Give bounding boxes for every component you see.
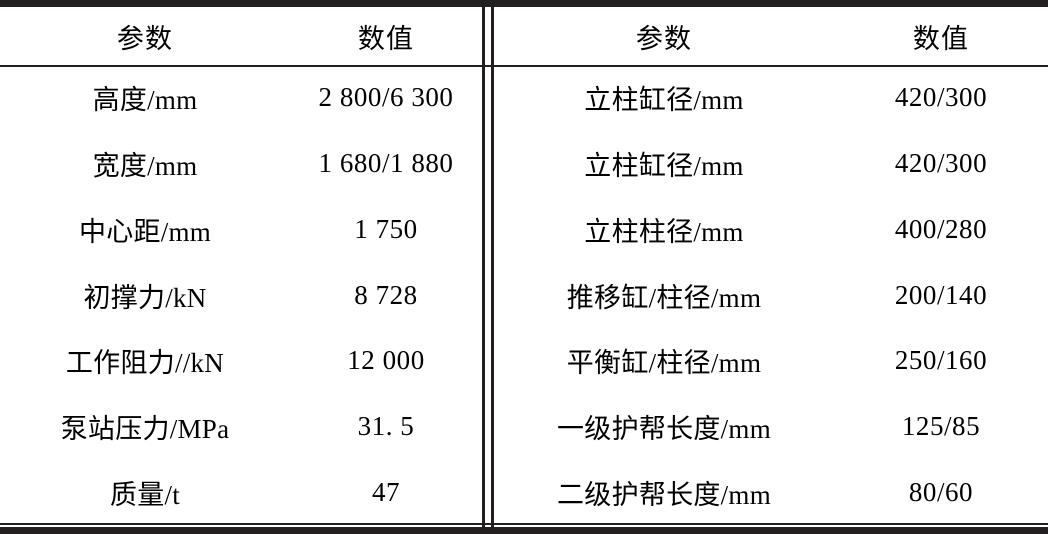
parameter-cell: 立柱缸径/mm xyxy=(494,144,834,183)
value-cell: 12 000 xyxy=(290,345,482,376)
parameter-label: 中心距/mm xyxy=(78,216,212,247)
value-label: 420/300 xyxy=(894,82,988,113)
value-label: 80/60 xyxy=(908,476,974,507)
table-top-rule xyxy=(0,0,1048,7)
parameter-cell: 工作阻力//kN xyxy=(0,341,290,380)
table-row: 立柱缸径/mm 420/300 xyxy=(494,65,1048,131)
value-cell: 47 xyxy=(290,477,482,508)
parameter-cell: 初撑力/kN xyxy=(0,276,290,315)
table-header-rule xyxy=(0,65,1048,67)
value-cell: 200/140 xyxy=(834,280,1048,311)
value-cell: 250/160 xyxy=(834,345,1048,376)
parameter-label: 宽度/mm xyxy=(92,151,198,182)
left-header-parameter: 参数 xyxy=(0,17,290,56)
right-header-parameter: 参数 xyxy=(494,17,834,56)
table-row: 高度/mm 2 800/6 300 xyxy=(0,65,482,131)
value-label: 2 800/6 300 xyxy=(318,82,454,113)
parameter-label: 立柱缸径/mm xyxy=(584,85,744,116)
value-label: 200/140 xyxy=(894,279,988,310)
panel-divider-left-line xyxy=(482,7,485,527)
value-label: 250/160 xyxy=(894,345,988,376)
right-header-value: 数值 xyxy=(834,17,1048,56)
parameter-label: 立柱缸径/mm xyxy=(584,151,744,182)
panel-divider-right-line xyxy=(491,7,494,527)
value-cell: 80/60 xyxy=(834,477,1048,508)
left-panel: 参数 数值 高度/mm 2 800/6 300 宽度/mm xyxy=(0,7,482,525)
parameter-cell: 中心距/mm xyxy=(0,210,290,249)
right-header-parameter-label: 参数 xyxy=(635,23,693,54)
left-panel-header-row: 参数 数值 xyxy=(0,7,482,65)
value-label: 47 xyxy=(371,476,401,507)
value-label: 400/280 xyxy=(894,213,988,244)
parameter-cell: 二级护帮长度/mm xyxy=(494,473,834,512)
parameter-cell: 平衡缸/柱径/mm xyxy=(494,341,834,380)
value-cell: 420/300 xyxy=(834,82,1048,113)
value-cell: 420/300 xyxy=(834,148,1048,179)
parameter-cell: 一级护帮长度/mm xyxy=(494,407,834,446)
parameter-cell: 泵站压力/MPa xyxy=(0,407,290,446)
table-bottom-thin-rule xyxy=(0,523,1048,525)
value-cell: 1 750 xyxy=(290,214,482,245)
table-row: 质量/t 47 xyxy=(0,459,482,525)
left-header-value-label: 数值 xyxy=(357,23,415,54)
parameter-label: 工作阻力//kN xyxy=(65,348,225,379)
parameter-label: 推移缸/柱径/mm xyxy=(566,282,762,313)
value-label: 125/85 xyxy=(901,410,981,441)
parameter-label: 一级护帮长度/mm xyxy=(557,413,771,444)
right-panel: 参数 数值 立柱缸径/mm 420/300 立柱缸径/mm xyxy=(494,7,1048,525)
value-label: 1 680/1 880 xyxy=(318,148,454,179)
parameter-cell: 宽度/mm xyxy=(0,144,290,183)
parameter-label: 二级护帮长度/mm xyxy=(557,479,771,510)
value-label: 1 750 xyxy=(354,213,418,244)
parameter-label: 平衡缸/柱径/mm xyxy=(566,348,762,379)
left-panel-body: 高度/mm 2 800/6 300 宽度/mm 1 680/1 880 xyxy=(0,65,482,525)
table-row: 立柱缸径/mm 420/300 xyxy=(494,131,1048,197)
parameter-cell: 推移缸/柱径/mm xyxy=(494,276,834,315)
value-cell: 2 800/6 300 xyxy=(290,82,482,113)
value-cell: 31. 5 xyxy=(290,411,482,442)
table-row: 宽度/mm 1 680/1 880 xyxy=(0,131,482,197)
table-row: 中心距/mm 1 750 xyxy=(0,196,482,262)
table-row: 二级护帮长度/mm 80/60 xyxy=(494,459,1048,525)
parameter-label: 立柱柱径/mm xyxy=(584,216,744,247)
table-row: 工作阻力//kN 12 000 xyxy=(0,328,482,394)
table-row: 平衡缸/柱径/mm 250/160 xyxy=(494,328,1048,394)
value-label: 420/300 xyxy=(894,148,988,179)
parameter-label: 泵站压力/MPa xyxy=(60,413,230,444)
parameter-cell: 质量/t xyxy=(0,473,290,512)
value-cell: 400/280 xyxy=(834,214,1048,245)
value-label: 31. 5 xyxy=(357,410,415,441)
value-label: 8 728 xyxy=(354,279,418,310)
right-header-value-label: 数值 xyxy=(912,23,970,54)
parameter-cell: 立柱柱径/mm xyxy=(494,210,834,249)
left-header-parameter-label: 参数 xyxy=(116,23,174,54)
panel-divider-gap xyxy=(482,7,494,525)
table-row: 泵站压力/MPa 31. 5 xyxy=(0,394,482,460)
value-cell: 125/85 xyxy=(834,411,1048,442)
value-cell: 8 728 xyxy=(290,280,482,311)
parameter-label: 初撑力/kN xyxy=(83,282,207,313)
table-bottom-rule xyxy=(0,527,1048,534)
right-panel-header-row: 参数 数值 xyxy=(494,7,1048,65)
table-row: 初撑力/kN 8 728 xyxy=(0,262,482,328)
table-panels: 参数 数值 高度/mm 2 800/6 300 宽度/mm xyxy=(0,7,1048,525)
value-cell: 1 680/1 880 xyxy=(290,148,482,179)
parameter-label: 高度/mm xyxy=(92,85,198,116)
value-label: 12 000 xyxy=(347,345,425,376)
table-row: 推移缸/柱径/mm 200/140 xyxy=(494,262,1048,328)
right-panel-body: 立柱缸径/mm 420/300 立柱缸径/mm 420/300 xyxy=(494,65,1048,525)
parameter-cell: 立柱缸径/mm xyxy=(494,78,834,117)
table-row: 立柱柱径/mm 400/280 xyxy=(494,196,1048,262)
parameter-label: 质量/t xyxy=(109,479,181,510)
left-header-value: 数值 xyxy=(290,17,482,56)
parameter-cell: 高度/mm xyxy=(0,78,290,117)
table-row: 一级护帮长度/mm 125/85 xyxy=(494,394,1048,460)
